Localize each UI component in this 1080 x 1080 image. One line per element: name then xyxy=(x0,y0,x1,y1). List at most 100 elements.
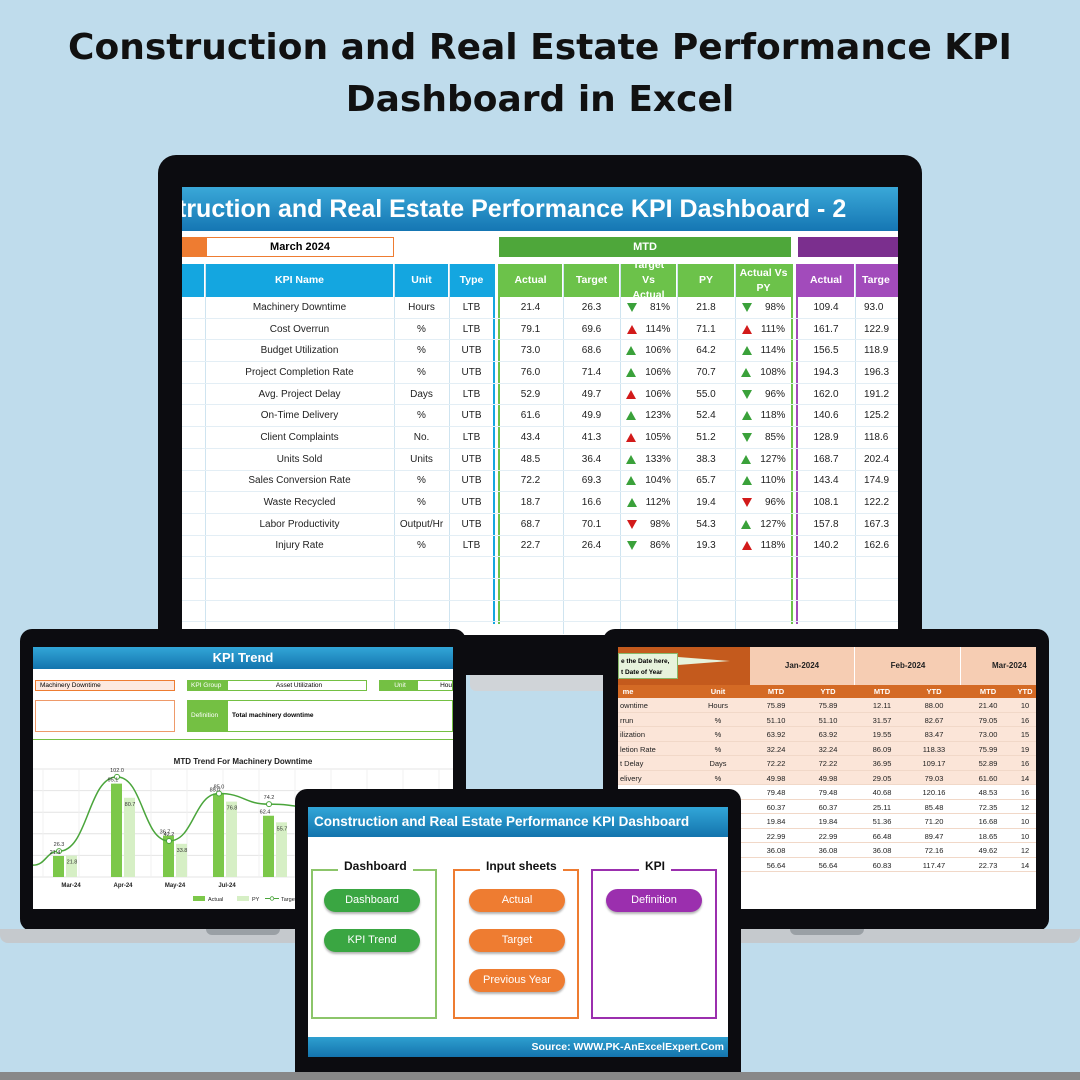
cell-jan-mtd: 72.22 xyxy=(766,759,786,768)
cell-unit: Days xyxy=(410,388,433,400)
x-tick-label: Jul-24 xyxy=(218,883,236,889)
source-credit: Source: WWW.PK-AnExcelExpert.Com xyxy=(308,1037,728,1057)
cell-avp: 108% xyxy=(736,362,791,383)
cell-mar-ytd: 19 xyxy=(1020,744,1030,754)
cell-actual: 48.5 xyxy=(520,453,541,465)
cell-feb-mtd: 86.09 xyxy=(872,744,892,754)
green-section-border-right xyxy=(791,264,793,624)
cell-avp: 127% xyxy=(736,514,791,535)
cell-value: 85% xyxy=(764,431,785,443)
cell-value: 127% xyxy=(760,518,786,530)
dashboard-button[interactable]: Dashboard xyxy=(324,889,420,912)
cell-ytd-target: 118.9 xyxy=(864,345,889,357)
unit-value: Hou xyxy=(417,680,453,691)
cell-ytd-target: 122.2 xyxy=(864,497,890,509)
cell-py: 65.7 xyxy=(696,475,716,487)
py-data-label: 80.7 xyxy=(125,802,136,808)
target-data-label: 26.3 xyxy=(54,842,65,848)
py-bar xyxy=(176,843,187,877)
cell-name: Units Sold xyxy=(276,453,323,465)
cell-mar-mtd: 22.73 xyxy=(978,860,998,870)
cell-ytd-actual: 161.7 xyxy=(813,323,839,335)
cell-value: 108% xyxy=(760,366,786,378)
cell-target: 41.3 xyxy=(581,431,602,443)
cell-jan-mtd: 49.98 xyxy=(766,773,786,783)
chart-title: MTD Trend For Machinery Downtime xyxy=(173,757,313,766)
cell-avp: 114% xyxy=(736,340,791,361)
kpi-group-label: KPI Group xyxy=(187,680,227,691)
cell-target: 71.4 xyxy=(581,366,602,378)
kpi-select-dropdown[interactable]: Machinery Downtime xyxy=(35,680,175,691)
cell-jan-ytd: 32.24 xyxy=(818,744,838,754)
cell-ytd-actual: 157.8 xyxy=(813,518,839,530)
cell-feb-mtd: 19.55 xyxy=(872,730,892,739)
cell-ytd-actual: 140.2 xyxy=(813,540,839,552)
cell-mar-mtd: 73.00 xyxy=(978,730,998,739)
definition-button[interactable]: Definition xyxy=(606,889,702,912)
arrow-down-icon xyxy=(627,302,637,312)
actual-bar xyxy=(213,793,224,877)
cell-mar-ytd: 10 xyxy=(1020,701,1030,710)
month-mar: Mar-2024 xyxy=(992,661,1027,670)
cell-py: 64.2 xyxy=(696,345,716,357)
header-actual-vs-py: Actual Vs PY xyxy=(736,264,791,297)
mtd-section-header: MTD xyxy=(499,237,791,257)
heading-line-1: Construction and Real Estate Performance… xyxy=(68,27,1012,68)
arrow-up-icon xyxy=(626,411,637,421)
actual-button[interactable]: Actual xyxy=(469,889,565,912)
cell-name: Labor Productivity xyxy=(259,518,340,530)
cell-py: 52.4 xyxy=(696,410,716,422)
data-row: elivery% 49.98 49.98 29.05 79.03 61.60 14 xyxy=(618,770,1036,785)
bottom-strip xyxy=(0,1072,1080,1080)
x-tick-label: May-24 xyxy=(165,883,186,889)
cell-name: Client Complaints xyxy=(260,431,339,443)
cell-mar-ytd: 16 xyxy=(1020,715,1030,725)
month-selector-accent xyxy=(182,237,206,257)
grid-line xyxy=(205,264,206,634)
previous-year-button[interactable]: Previous Year xyxy=(469,969,565,992)
cell-unit: Hours xyxy=(707,701,728,710)
cell-feb-ytd: 71.20 xyxy=(924,817,944,826)
cell-py: 21.8 xyxy=(696,301,716,313)
empty-row xyxy=(182,579,898,601)
py-data-label: 55.7 xyxy=(277,826,288,832)
cell-actual: 21.4 xyxy=(520,301,541,313)
main-dashboard-screen: truction and Real Estate Performance KPI… xyxy=(182,187,898,635)
header-kpi-name: KPI Name xyxy=(206,264,393,297)
actual-data-label: 36.7 xyxy=(160,830,171,836)
header-unit: Unit xyxy=(395,264,448,297)
kpi-trend-button[interactable]: KPI Trend xyxy=(324,929,420,952)
cell-ytd-actual: 143.4 xyxy=(813,475,839,487)
kpi-row: Injury Rate% LTB 22.7 26.4 86% 19.3 118% 140.2 1… xyxy=(182,536,898,558)
actual-data-label: 95.1 xyxy=(108,778,119,784)
cell-feb-mtd: 66.48 xyxy=(872,831,892,841)
cell-actual: 73.0 xyxy=(520,345,541,357)
arrow-down-icon xyxy=(627,519,637,529)
target-marker xyxy=(216,790,222,797)
cell-avp: 127% xyxy=(736,449,791,470)
target-button[interactable]: Target xyxy=(469,929,565,952)
empty-row xyxy=(182,557,898,579)
py-bar xyxy=(226,801,237,877)
cell-unit: Hours xyxy=(408,301,435,313)
cell-name: elivery xyxy=(620,773,642,783)
navigation-screen: Construction and Real Estate Performance… xyxy=(308,807,728,1057)
cell-name: t Delay xyxy=(620,759,644,768)
data-row: letion Rate% 32.24 32.24 86.09 118.33 75.99 19 xyxy=(618,741,1036,756)
month-selector[interactable]: March 2024 xyxy=(206,237,394,257)
cell-ytd-actual: 140.6 xyxy=(813,410,839,422)
cell-ytd-target: 122.9 xyxy=(864,323,890,335)
cell-type: UTB xyxy=(461,518,482,530)
kpi-table-body: Machinery Downtime Hours LTB 21.4 26.3 81% 21.… xyxy=(182,297,898,635)
data-row: rrun% 51.10 51.10 31.57 82.67 79.05 16 xyxy=(618,712,1036,727)
kpi-row: Cost Overrun% LTB 79.1 69.6 114% 71.1 111% 161.… xyxy=(182,319,898,341)
input-sheets-panel-title: Input sheets xyxy=(480,859,563,873)
cell-actual: 72.2 xyxy=(520,475,541,487)
data-row: ilization% 63.92 63.92 19.55 83.47 73.00 15 xyxy=(618,727,1036,742)
cell-value: 96% xyxy=(764,497,785,509)
definition-value: Total machinery downtime xyxy=(227,700,453,732)
cell-py: 54.3 xyxy=(696,518,716,530)
target-marker xyxy=(166,837,172,844)
data-row: t Delay Days 72.22 72.22 36.95 109.17 52.89 16 xyxy=(618,756,1036,771)
note-pointer xyxy=(678,657,730,665)
